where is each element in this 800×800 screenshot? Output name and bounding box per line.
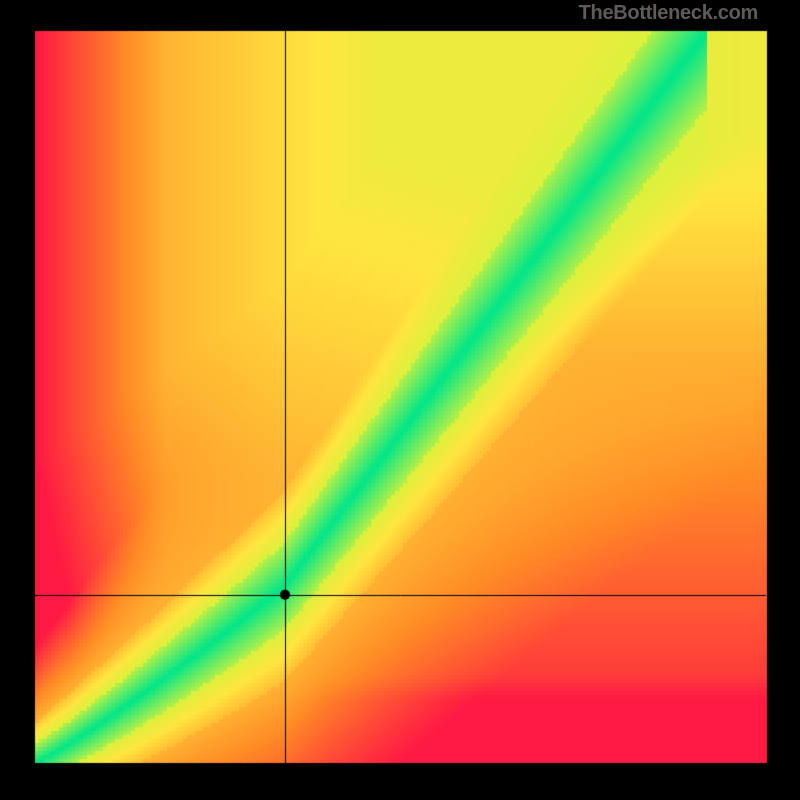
heatmap-canvas <box>0 0 800 800</box>
chart-container: TheBottleneck.com <box>0 0 800 800</box>
attribution-label: TheBottleneck.com <box>579 2 758 25</box>
